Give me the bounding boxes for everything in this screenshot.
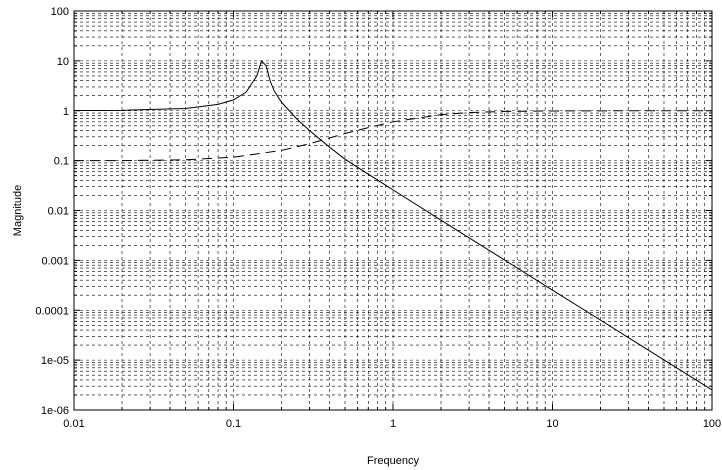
y-tick-label: 10 xyxy=(57,56,69,68)
y-tick-label: 1e-05 xyxy=(41,355,69,367)
grid xyxy=(74,11,712,410)
y-tick-label: 100 xyxy=(51,6,69,18)
ticks xyxy=(74,11,712,410)
x-tick-label: 10 xyxy=(546,418,558,430)
series-line-1-solid xyxy=(73,59,713,391)
series-layer xyxy=(73,59,713,391)
y-tick-label: 0.01 xyxy=(48,206,69,218)
series-line-2-dashed xyxy=(74,110,712,162)
x-axis-label: Frequency xyxy=(367,455,419,467)
y-tick-label: 0.001 xyxy=(41,255,69,267)
x-tick-label: 100 xyxy=(703,418,721,430)
y-tick-label: 1e-06 xyxy=(41,405,69,417)
x-tick-label: 1 xyxy=(390,418,396,430)
y-axis-label: Magnitude xyxy=(12,185,24,236)
y-tick-label: 0.0001 xyxy=(35,305,69,317)
y-tick-label: 1 xyxy=(63,106,69,118)
x-tick-label: 0.1 xyxy=(226,418,241,430)
y-tick-labels: 1e-06 1e-05 0.0001 0.001 0.01 0.1 1 10 100 xyxy=(35,6,69,417)
y-tick-label: 0.1 xyxy=(54,156,69,168)
x-tick-labels: 0.01 0.1 1 10 100 xyxy=(63,418,721,430)
x-tick-label: 0.01 xyxy=(63,418,84,430)
